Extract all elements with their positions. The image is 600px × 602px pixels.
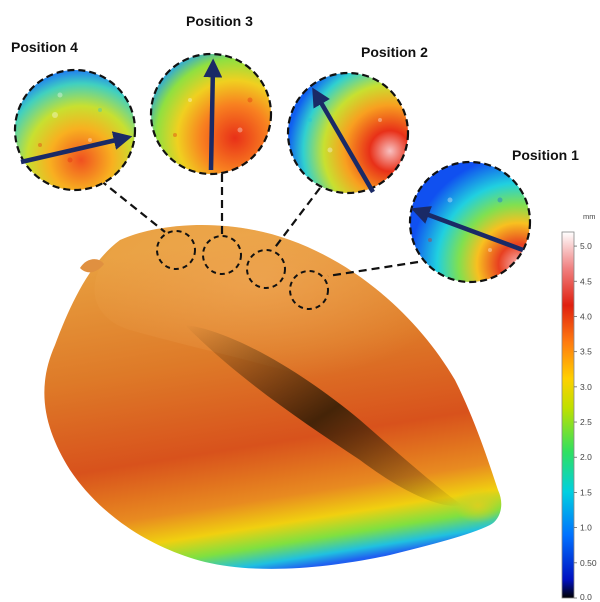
colorbar-tick-label: 1.0 <box>580 523 592 533</box>
orientation-arrow-4 <box>20 131 133 165</box>
orientation-arrow-1 <box>410 206 524 253</box>
colorbar-tick-label: 0.50 <box>580 558 597 568</box>
colorbar-ticks: 5.0 4.5 4.0 3.5 3.0 2.5 2.0 1.5 1.0 0.50 0.0 <box>574 241 597 602</box>
colorbar-tick-label: 3.0 <box>580 382 592 392</box>
zoom-position-3 <box>149 52 273 176</box>
sample-markers <box>156 230 329 310</box>
colorbar-tick-label: 4.0 <box>580 311 592 321</box>
colorbar-gradient <box>561 231 575 599</box>
connector-lines <box>99 174 419 278</box>
marker-position-4 <box>156 230 196 270</box>
seed-highlight <box>94 224 459 411</box>
colorbar-tick-label: 5.0 <box>580 241 592 251</box>
connector-position-1 <box>327 260 419 278</box>
colorbar-tick-label: 2.0 <box>580 452 592 462</box>
marker-position-3 <box>202 235 242 275</box>
seed-crease <box>185 325 462 506</box>
marker-position-1 <box>289 270 329 310</box>
marker-position-2 <box>246 249 286 289</box>
orientation-arrow-3 <box>203 58 223 171</box>
colorbar-tick-label: 3.5 <box>580 347 592 357</box>
colorbar: mm 5.0 4.5 4.0 3.5 3.0 2.5 2.0 1.5 1.0 0.50 0.0 <box>561 212 597 602</box>
colorbar-tick-label: 0.0 <box>580 592 592 602</box>
label-position-4: Position 4 <box>11 39 78 55</box>
zoom-position-1 <box>408 160 532 284</box>
label-position-2: Position 2 <box>361 44 428 60</box>
orientation-arrow-2 <box>312 87 375 194</box>
connector-position-4 <box>99 179 166 233</box>
zoom-position-2 <box>286 71 410 195</box>
label-position-1: Position 1 <box>512 147 579 163</box>
colorbar-tick-label: 1.5 <box>580 487 592 497</box>
colorbar-unit: mm <box>583 212 596 221</box>
seed-tip <box>454 487 502 523</box>
label-position-3: Position 3 <box>186 13 253 29</box>
colorbar-tick-label: 4.5 <box>580 276 592 286</box>
connector-position-2 <box>272 187 321 251</box>
seed-3d-model <box>44 224 502 569</box>
seed-bump <box>80 259 104 273</box>
colorbar-tick-label: 2.5 <box>580 417 592 427</box>
zoom-position-4 <box>13 68 137 192</box>
